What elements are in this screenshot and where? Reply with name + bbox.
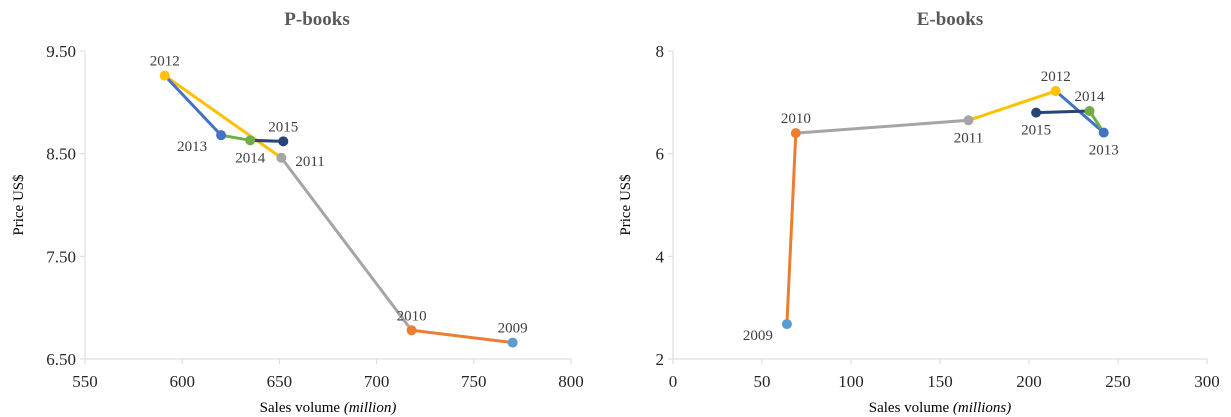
y-tick-label: 8 xyxy=(656,42,665,61)
data-point-2011 xyxy=(963,115,974,126)
x-tick-label: 650 xyxy=(267,372,293,391)
data-point-2011 xyxy=(276,152,287,163)
series-segment-2011 xyxy=(279,156,414,332)
y-tick-label: 6 xyxy=(656,145,665,164)
data-label-2009: 2009 xyxy=(498,321,528,337)
data-label-2009: 2009 xyxy=(743,328,773,344)
y-tick-label: 2 xyxy=(656,350,665,369)
x-axis-label: Sales volume (millions) xyxy=(869,400,1012,416)
chart-panel-0: P-books 6.50 7.50 8.50 9.50 550 600 650 700 750 80… xyxy=(11,9,584,416)
series-segment-2012 xyxy=(966,89,1058,122)
y-tick-label: 9.50 xyxy=(46,42,76,61)
data-point-2010 xyxy=(406,325,417,336)
x-tick-label: 600 xyxy=(169,372,195,391)
x-tick-label: 50 xyxy=(754,372,771,391)
chart-title: P-books xyxy=(284,9,349,30)
x-tick-label: 800 xyxy=(558,372,584,391)
data-point-2013 xyxy=(216,130,227,141)
data-point-2014 xyxy=(1084,106,1095,117)
data-point-2015 xyxy=(1031,107,1042,118)
series-segment-2010 xyxy=(410,328,515,345)
data-label-2015: 2015 xyxy=(1021,123,1051,139)
y-tick-label: 6.50 xyxy=(46,350,76,369)
x-axis-label-unit: (million) xyxy=(344,400,397,416)
x-axis-label-text: Sales volume xyxy=(260,400,341,416)
x-axis-label: Sales volume (million) xyxy=(260,400,397,416)
data-label-2015: 2015 xyxy=(268,119,298,135)
y-axis-label: Price US$ xyxy=(11,174,27,236)
y-tick-label: 8.50 xyxy=(46,145,76,164)
x-tick-label: 200 xyxy=(1016,372,1042,391)
x-tick-label: 0 xyxy=(669,372,678,391)
data-point-2013 xyxy=(1098,127,1109,138)
x-tick-label: 300 xyxy=(1194,372,1220,391)
data-point-2014 xyxy=(245,135,256,146)
chart-panel-1: E-books 2 4 6 8 0 50 100 150 200 250 300 Sales volum… xyxy=(618,9,1220,416)
chart-title: E-books xyxy=(917,9,984,30)
y-axis-label: Price US$ xyxy=(618,174,634,236)
data-point-2012 xyxy=(159,70,170,81)
x-tick-label: 100 xyxy=(838,372,864,391)
data-label-2012: 2012 xyxy=(1041,69,1071,85)
data-point-2009 xyxy=(781,319,792,330)
data-point-2009 xyxy=(507,337,518,348)
data-label-2014: 2014 xyxy=(235,150,266,166)
data-label-2010: 2010 xyxy=(781,111,811,127)
series-segment-2012 xyxy=(163,74,283,160)
data-point-2015 xyxy=(278,136,289,147)
x-tick-label: 700 xyxy=(364,372,390,391)
data-label-2010: 2010 xyxy=(397,308,427,324)
series-segment-2011 xyxy=(794,118,970,135)
y-tick-label: 7.50 xyxy=(46,247,76,266)
data-label-2012: 2012 xyxy=(150,54,180,70)
y-tick-label: 4 xyxy=(656,247,665,266)
series-segment-2015 xyxy=(1034,109,1092,115)
data-label-2014: 2014 xyxy=(1075,89,1106,105)
data-label-2013: 2013 xyxy=(177,139,207,155)
x-tick-label: 550 xyxy=(72,372,98,391)
x-tick-label: 250 xyxy=(1105,372,1131,391)
series-segment-2010 xyxy=(785,131,798,326)
data-point-2012 xyxy=(1050,86,1061,97)
x-axis-label-unit: (millions) xyxy=(953,400,1011,416)
data-label-2011: 2011 xyxy=(954,130,983,146)
series-segment-2013 xyxy=(163,74,223,137)
data-label-2011: 2011 xyxy=(295,154,324,170)
data-point-2010 xyxy=(790,128,801,139)
x-tick-label: 750 xyxy=(461,372,487,391)
x-axis-label-text: Sales volume xyxy=(869,400,950,416)
data-label-2013: 2013 xyxy=(1089,143,1119,159)
series-segment-2015 xyxy=(248,138,285,143)
x-tick-label: 150 xyxy=(927,372,953,391)
